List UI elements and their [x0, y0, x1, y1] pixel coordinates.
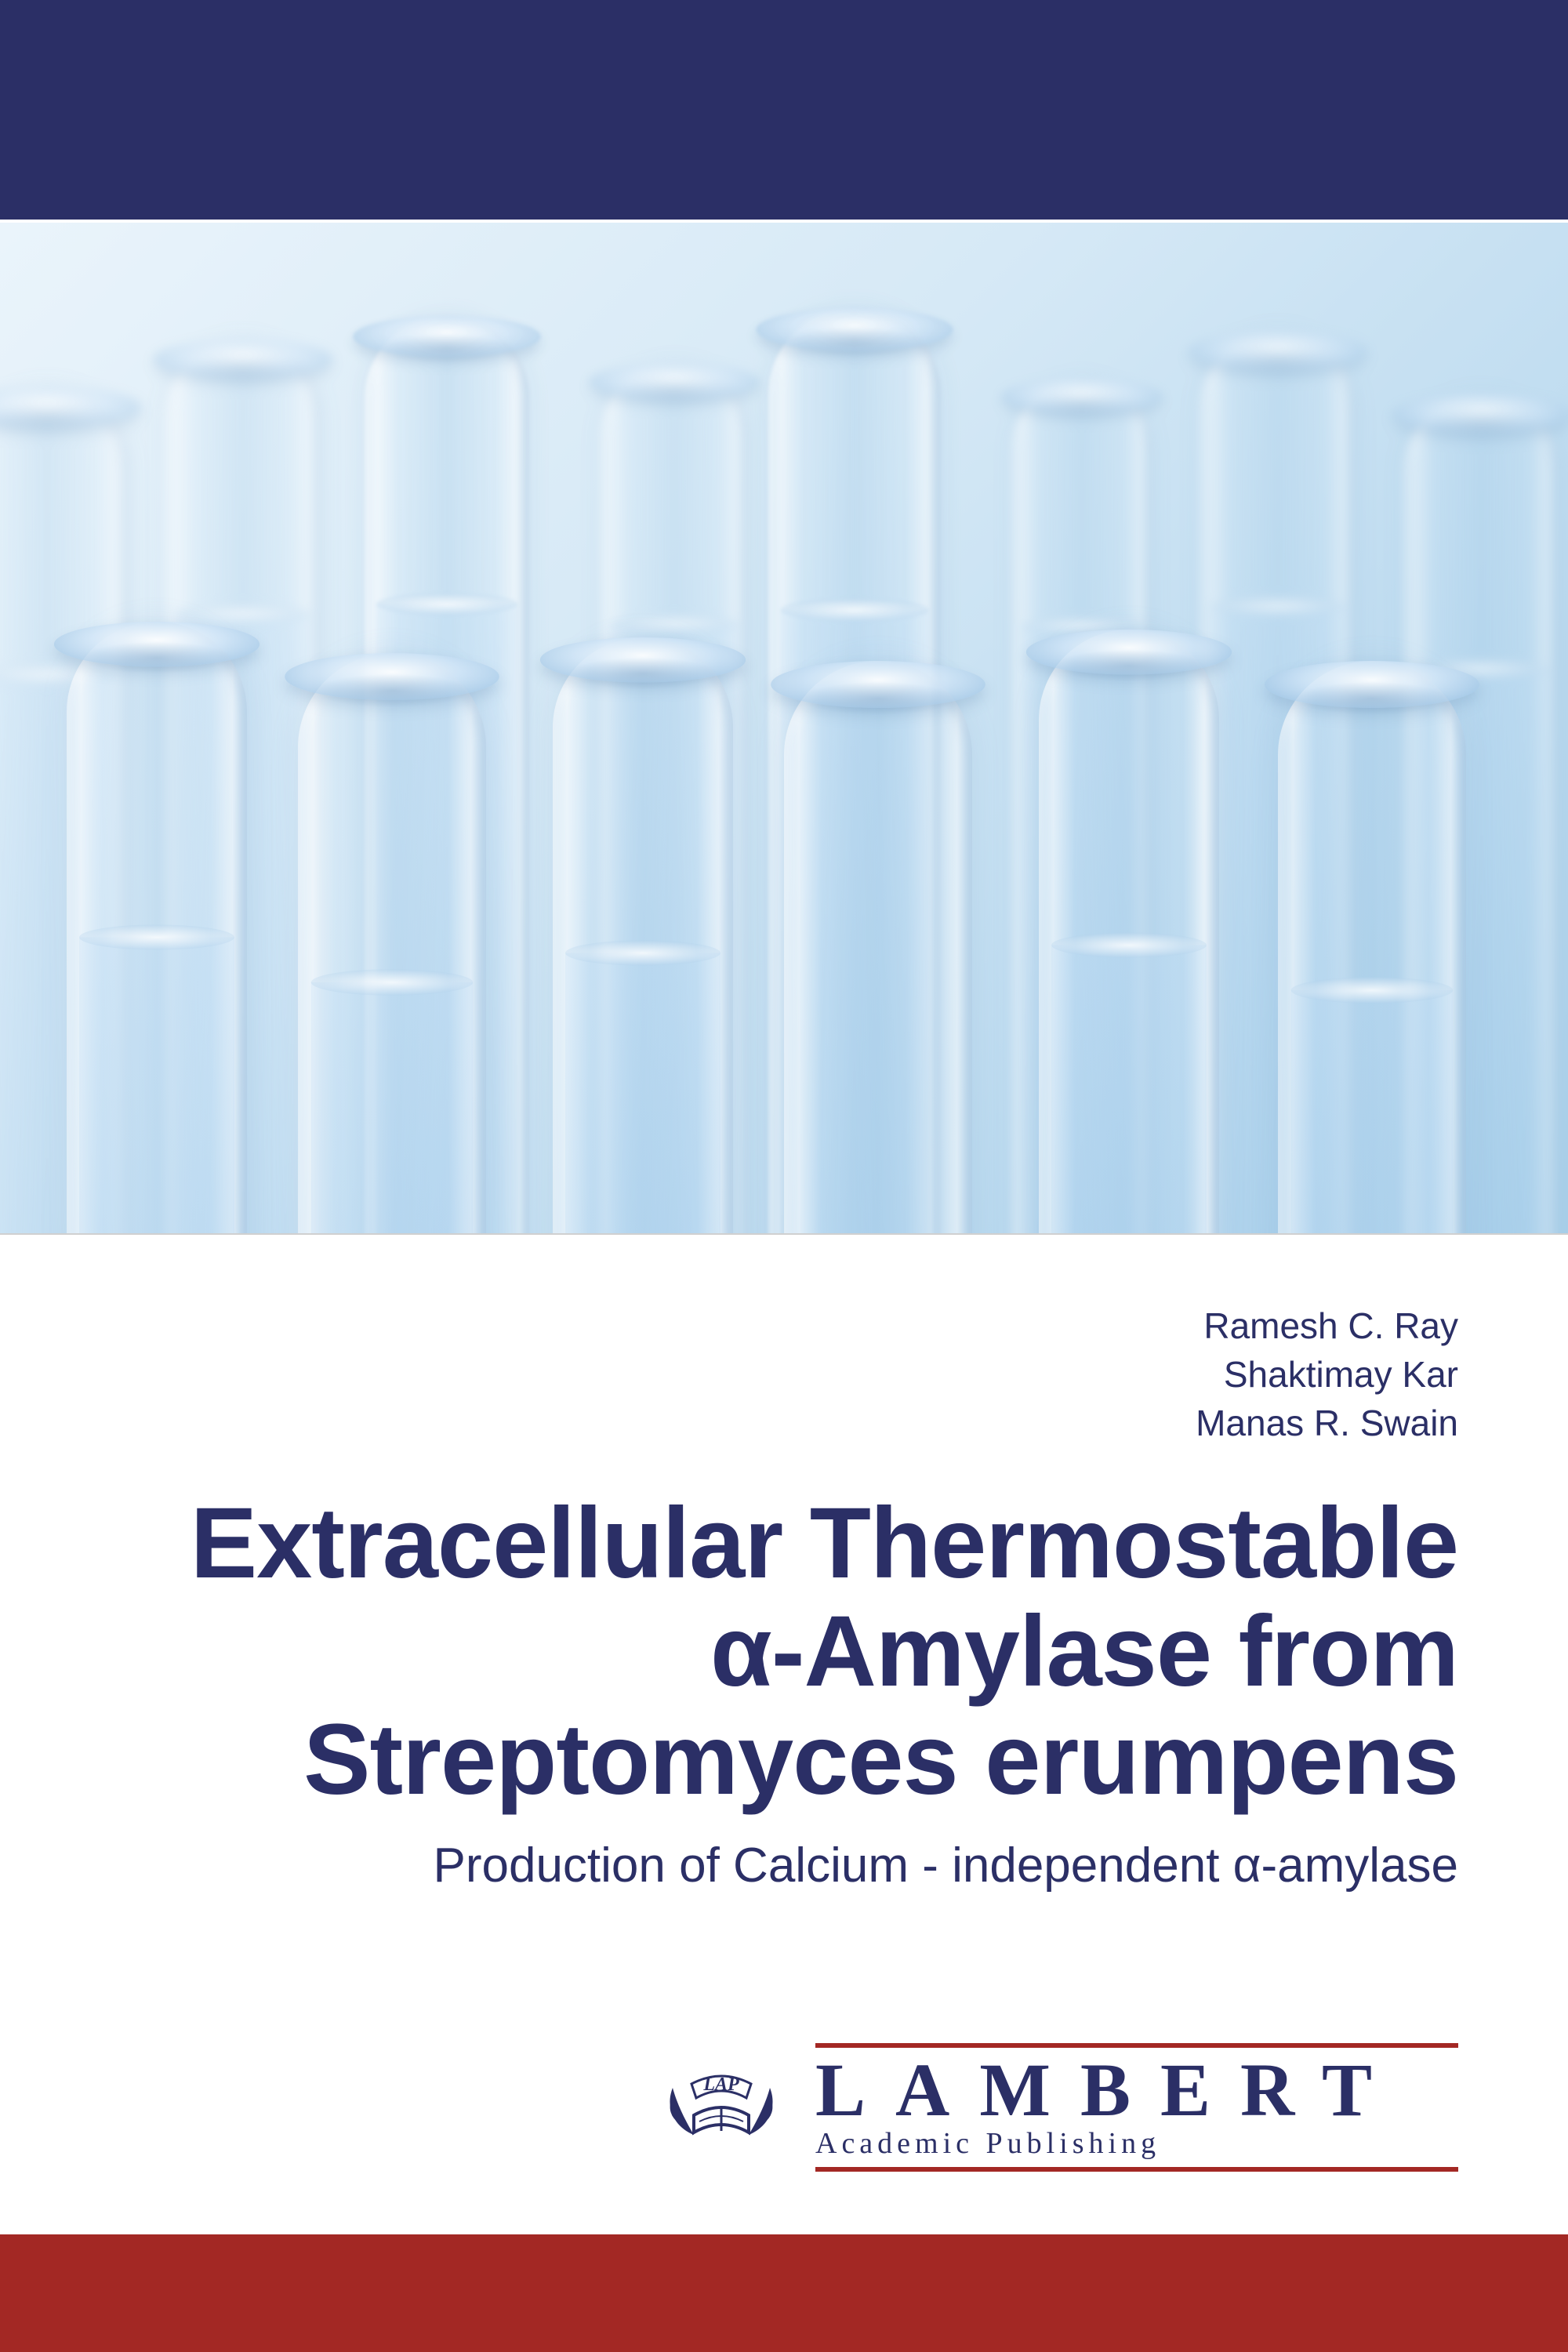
test-tube [298, 653, 486, 1235]
publisher-subline: Academic Publishing [815, 2126, 1458, 2161]
book-title: Extracellular Thermostable α-Amylase fro… [110, 1490, 1458, 1815]
author-name: Manas R. Swain [1196, 1399, 1458, 1447]
cover-image-test-tubes [0, 220, 1568, 1235]
test-tube [784, 661, 972, 1235]
publisher-logo-icon: LAP [651, 2060, 792, 2154]
test-tube [67, 622, 247, 1235]
title-line: Extracellular Thermostable [110, 1490, 1458, 1598]
test-tube [553, 637, 733, 1235]
test-tube [1039, 630, 1219, 1235]
publisher-block: LAP LAMBERT Academic Publishing [651, 2043, 1458, 2172]
title-line: Streptomyces erumpens [110, 1706, 1458, 1814]
top-color-band [0, 0, 1568, 220]
publisher-text: LAMBERT Academic Publishing [815, 2043, 1458, 2172]
liquid-clear [565, 953, 720, 1236]
publisher-name: LAMBERT [815, 2053, 1458, 2128]
book-cover: Ramesh C. Ray Shaktimay Kar Manas R. Swa… [0, 0, 1568, 2352]
author-name: Shaktimay Kar [1196, 1350, 1458, 1399]
book-subtitle: Production of Calcium - independent α-am… [110, 1837, 1458, 1895]
liquid-clear [311, 982, 473, 1235]
author-list: Ramesh C. Ray Shaktimay Kar Manas R. Swa… [1196, 1301, 1458, 1447]
liquid-clear [1291, 990, 1453, 1235]
liquid-clear [79, 938, 234, 1236]
bottom-color-band [0, 2234, 1568, 2352]
publisher-rule-bottom [815, 2167, 1458, 2172]
author-name: Ramesh C. Ray [1196, 1301, 1458, 1350]
liquid-clear [1051, 946, 1207, 1236]
title-block: Extracellular Thermostable α-Amylase fro… [110, 1490, 1458, 1895]
publisher-badge-text: LAP [702, 2074, 739, 2095]
title-line: α-Amylase from [110, 1598, 1458, 1706]
test-tube [1278, 661, 1466, 1235]
